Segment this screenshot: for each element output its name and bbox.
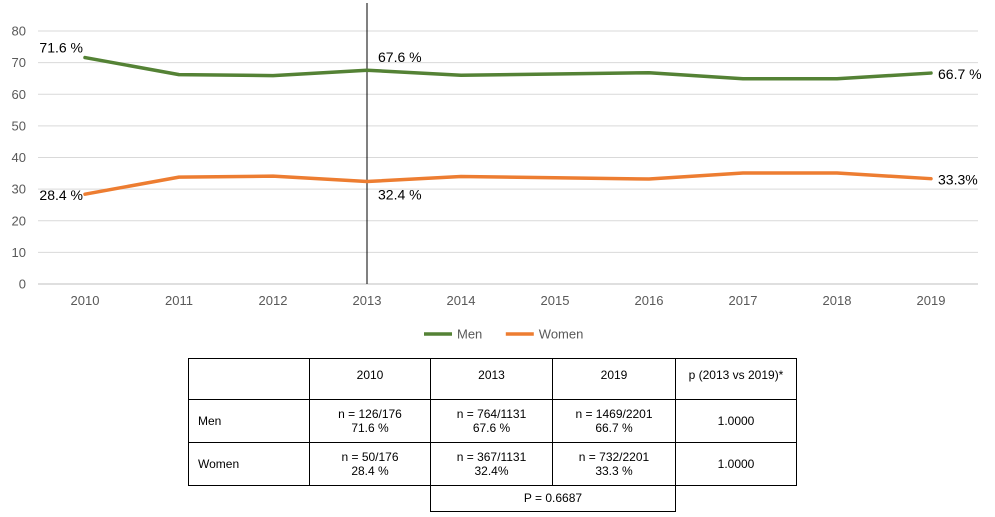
table-cell-n: n = 50/176 xyxy=(341,450,399,464)
y-tick-label: 70 xyxy=(12,55,26,70)
table-cell: n = 126/176 71.6 % xyxy=(309,399,431,443)
data-label: 66.7 % xyxy=(938,66,982,82)
data-label: 67.6 % xyxy=(378,49,422,65)
x-tick-label: 2017 xyxy=(729,293,758,308)
y-tick-label: 10 xyxy=(12,245,26,260)
y-tick-label: 20 xyxy=(12,213,26,228)
data-label: 33.3% xyxy=(938,172,978,188)
table-cell-n: n = 126/176 xyxy=(338,407,402,421)
table-cell-pct: 32.4% xyxy=(474,464,509,478)
series-line-men xyxy=(83,55,933,81)
data-labels: 71.6 % 67.6 % 66.7 % 28.4 % 32.4 % 33.3% xyxy=(39,40,981,204)
y-tick-label: 30 xyxy=(12,182,26,197)
table-cell-n: n = 732/2201 xyxy=(578,450,650,464)
table-row: Men n = 126/176 71.6 % n = 764/1131 67.6… xyxy=(188,399,797,443)
x-tick-label: 2015 xyxy=(541,293,570,308)
y-tick-label: 0 xyxy=(19,277,26,292)
x-tick-label: 2013 xyxy=(353,293,382,308)
table-cell-pct: 71.6 % xyxy=(351,421,389,435)
x-tick-label: 2012 xyxy=(259,293,288,308)
table-cell: n = 764/1131 67.6 % xyxy=(430,399,553,443)
x-tick-label: 2019 xyxy=(917,293,946,308)
table-cell-pct: 28.4 % xyxy=(351,464,389,478)
statistics-table: 2010 2013 2019 p (2013 vs 2019)* Men n =… xyxy=(188,358,797,486)
table-cell: n = 50/176 28.4 % xyxy=(309,442,431,486)
x-tick-label: 2016 xyxy=(635,293,664,308)
x-tick-label: 2011 xyxy=(165,293,193,308)
table-cell: n = 732/2201 33.3 % xyxy=(552,442,676,486)
table-header-cell-2010: 2010 xyxy=(309,358,431,400)
table-cell-pct: 66.7 % xyxy=(595,421,633,435)
table-cell-n: n = 1469/2201 xyxy=(575,407,653,421)
table-cell-p: 1.0000 xyxy=(675,399,797,443)
table-cell: n = 367/1131 32.4% xyxy=(430,442,553,486)
y-tick-label: 50 xyxy=(12,118,26,133)
table-row: Women n = 50/176 28.4 % n = 367/1131 32.… xyxy=(188,442,797,486)
y-tick-label: 40 xyxy=(12,150,26,165)
table-header-row: 2010 2013 2019 p (2013 vs 2019)* xyxy=(188,358,797,400)
table-cell-n: n = 764/1131 xyxy=(456,407,527,421)
data-label: 32.4 % xyxy=(378,187,422,203)
table-cell: n = 1469/2201 66.7 % xyxy=(552,399,676,443)
table-row-label-women: Women xyxy=(188,442,310,486)
table-row-label-men: Men xyxy=(188,399,310,443)
table-header-cell-2013: 2013 xyxy=(430,358,553,400)
x-tick-label: 2010 xyxy=(71,293,100,308)
series-line-women xyxy=(83,171,933,196)
table-cell-pct: 67.6 % xyxy=(472,421,511,435)
y-tick-label: 80 xyxy=(12,24,26,39)
table-cell-n: n = 367/1131 xyxy=(456,450,527,464)
data-label: 28.4 % xyxy=(39,187,83,203)
series-lines xyxy=(83,55,933,196)
x-axis: 2010 2011 2012 2013 2014 2015 2016 2017 2018 2019 xyxy=(71,293,946,308)
gridlines xyxy=(38,30,978,285)
table-header-cell-empty xyxy=(188,358,310,400)
y-axis: 0 10 20 30 40 50 60 70 80 xyxy=(12,24,26,292)
legend-label-men: Men xyxy=(457,327,482,342)
table-header-cell-p: p (2013 vs 2019)* xyxy=(675,358,797,400)
table-header-cell-2019: 2019 xyxy=(552,358,676,400)
legend: Men Women xyxy=(424,327,583,342)
data-label: 71.6 % xyxy=(39,40,83,56)
table-cell-p: 1.0000 xyxy=(675,442,797,486)
x-tick-label: 2018 xyxy=(823,293,852,308)
x-tick-label: 2014 xyxy=(447,293,476,308)
legend-label-women: Women xyxy=(539,327,584,342)
table-cell-pct: 33.3 % xyxy=(595,464,633,478)
overall-p-value: P = 0.6687 xyxy=(430,485,676,512)
y-tick-label: 60 xyxy=(12,87,26,102)
